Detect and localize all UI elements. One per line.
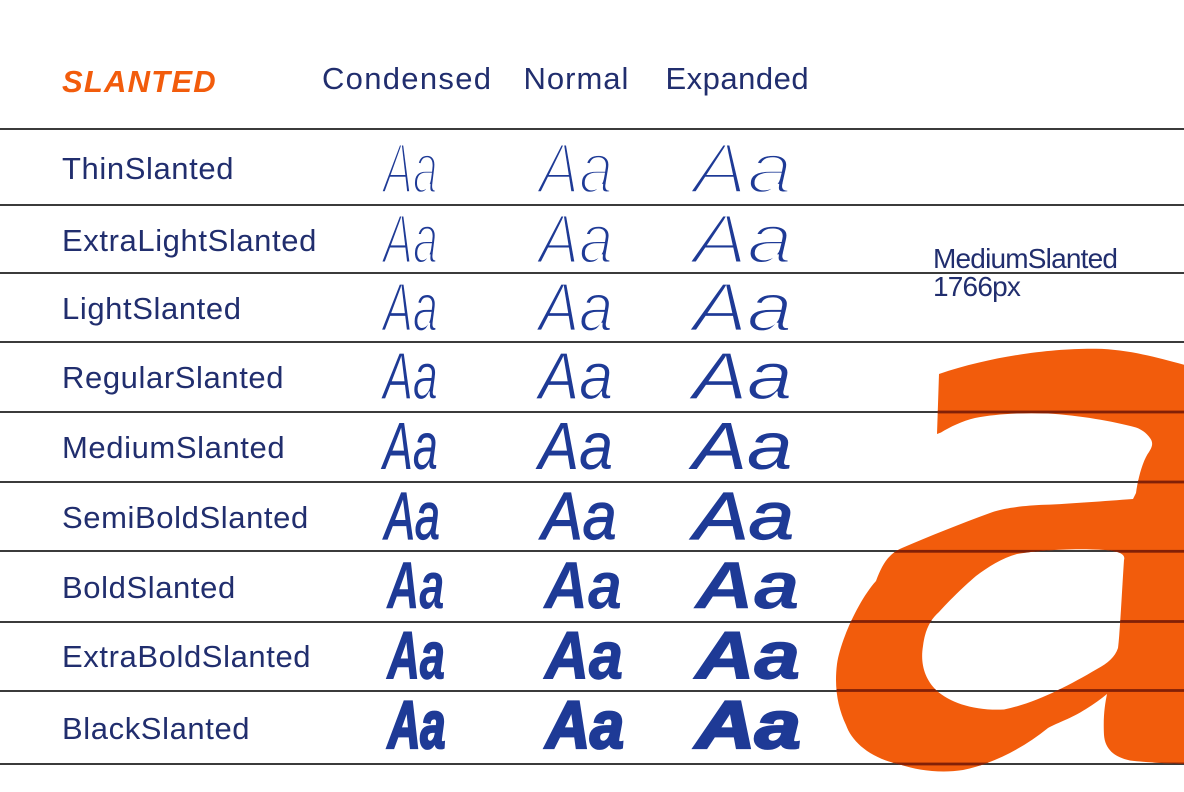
svg-text:Aa: Aa [693, 618, 800, 693]
svg-text:Aa: Aa [544, 687, 624, 762]
svg-text:Aa: Aa [688, 338, 792, 413]
svg-text:Aa: Aa [543, 618, 623, 693]
svg-text:Aa: Aa [688, 130, 792, 209]
svg-text:Aa: Aa [535, 200, 613, 278]
svg-text:Aa: Aa [688, 269, 792, 345]
svg-text:Aa: Aa [381, 271, 438, 347]
svg-text:Aa: Aa [535, 269, 613, 346]
svg-text:Aa: Aa [688, 201, 792, 279]
svg-text:Aa: Aa [385, 549, 444, 624]
svg-text:Aa: Aa [693, 548, 800, 623]
svg-text:Aa: Aa [694, 687, 801, 762]
svg-text:Aa: Aa [690, 478, 794, 553]
svg-text:Aa: Aa [383, 479, 440, 554]
svg-text:Aa: Aa [381, 409, 438, 484]
svg-text:Aa: Aa [386, 619, 445, 694]
svg-text:Aa: Aa [542, 548, 622, 623]
svg-text:Aa: Aa [381, 201, 438, 278]
svg-text:Aa: Aa [381, 339, 438, 414]
svg-text:Aa: Aa [535, 408, 613, 483]
svg-text:Aa: Aa [688, 408, 792, 483]
svg-text:Aa: Aa [538, 478, 616, 553]
svg-text:Aa: Aa [386, 688, 445, 763]
svg-text:Aa: Aa [535, 130, 613, 209]
svg-text:Aa: Aa [381, 128, 438, 208]
svg-text:Aa: Aa [535, 338, 613, 413]
